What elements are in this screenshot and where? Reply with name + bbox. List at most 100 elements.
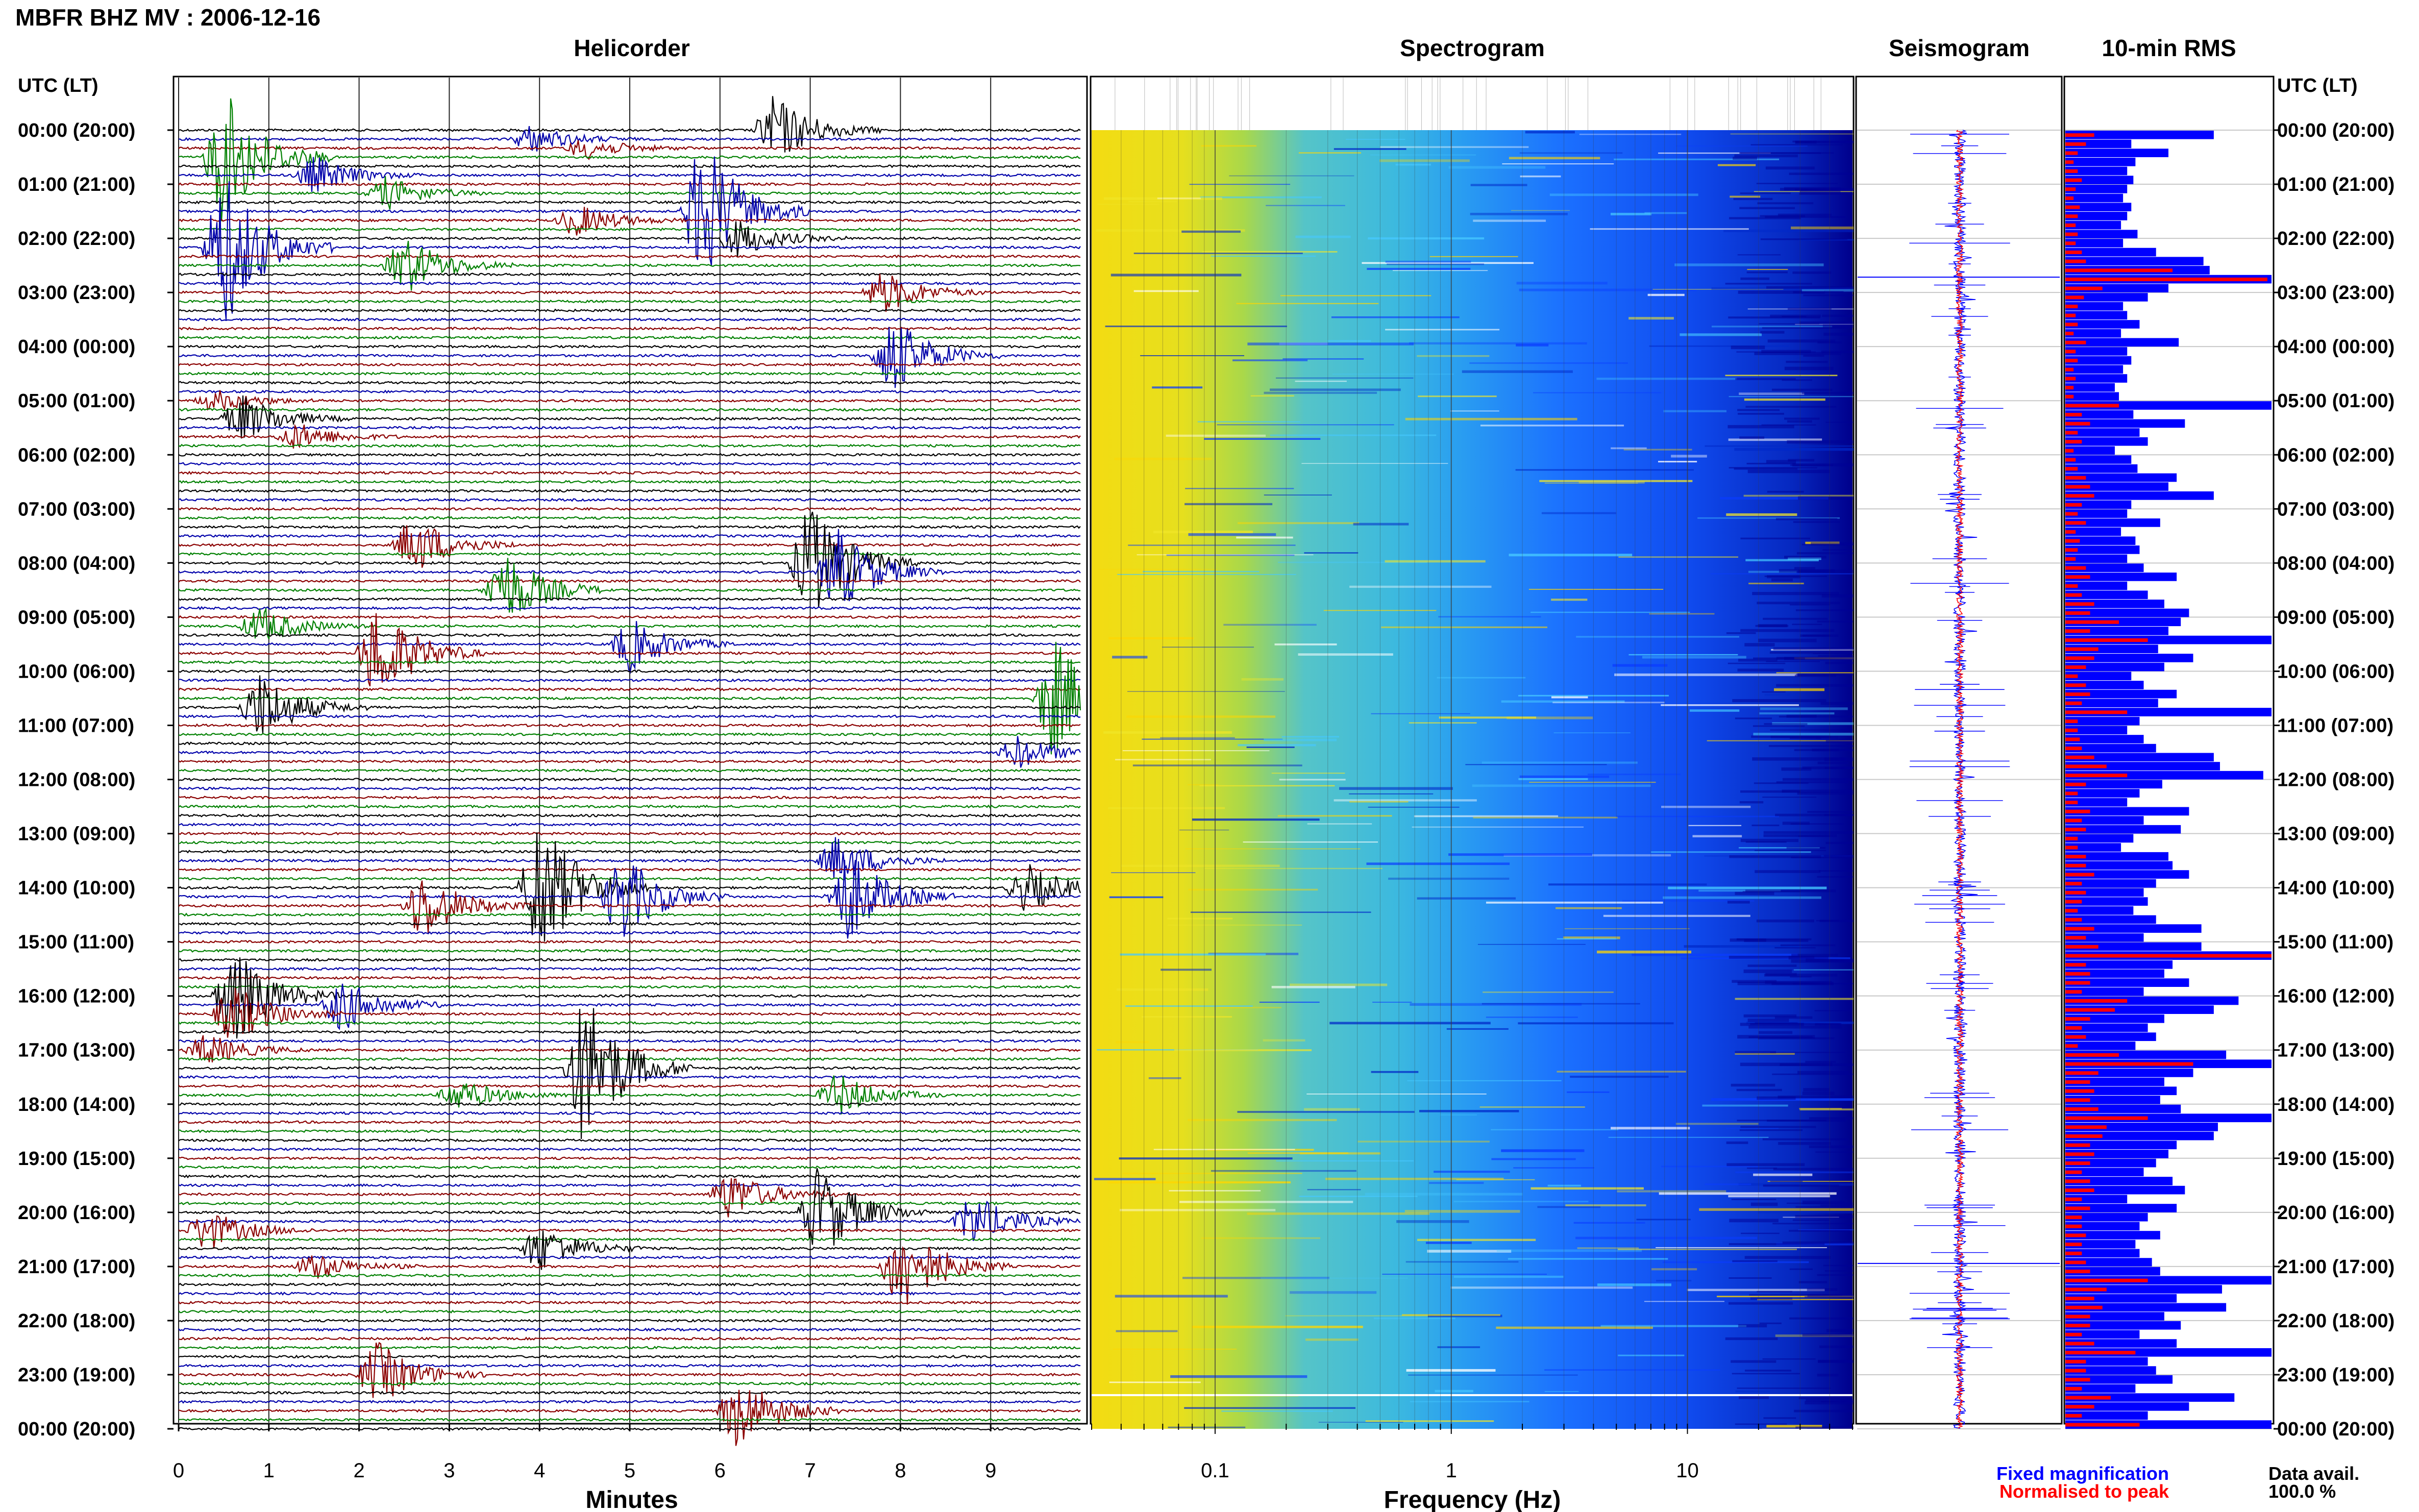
spectrogram-streak [1647,293,1685,296]
rms-bar-fixed [2065,518,2160,527]
spectrogram-streak [1764,723,1808,725]
spectrogram-streak [1564,928,1690,929]
rms-bar-fixed [2065,960,2173,969]
rms-bar-fixed [2065,672,2132,681]
spectrogram-streak [1817,761,1848,764]
spectrogram-streak [1236,303,1379,305]
spectrogram-streak [1821,594,1854,598]
spectrogram-streak [1509,554,1633,557]
rms-bar-fixed [2065,1402,2189,1411]
rms-bar-fixed [2065,1023,2148,1032]
spectrogram-streak [1817,1274,1854,1276]
spectrogram-streak [1787,308,1832,310]
rms-bar-normalised [2065,1053,2119,1057]
spectrogram-streak [1167,918,1233,920]
spectrogram-streak [1544,482,1638,484]
spectrogram-streak [1161,969,1212,971]
rms-panel [2063,76,2275,1429]
spectrogram-streak [1814,1010,1852,1011]
spectrogram-streak [1737,1035,1815,1039]
spectrogram-streak [1772,1223,1854,1225]
rms-bar-fixed [2065,1158,2156,1168]
spectrogram-streak [1238,744,1316,747]
rms-bar-normalised [2065,404,2119,408]
helicorder-trace [178,207,1081,236]
spectrogram-streak [1776,684,1854,687]
rms-bar-normalised [2065,214,2078,218]
spectrogram-streak [1588,773,1681,776]
rms-bar-fixed [2065,1375,2173,1384]
rms-bar-fixed [2065,645,2158,654]
rms-bar-fixed [2065,383,2115,392]
spectrogram-streak [1744,1370,1792,1372]
rms-bar-fixed [2065,527,2121,536]
spectrogram-streak [1795,1206,1854,1208]
spectrogram-streak [1784,556,1826,559]
spectrogram-streak [1453,1275,1564,1278]
spectrogram-streak [1153,530,1253,533]
helicorder-trace [178,381,1081,385]
spectrogram-streak [1759,1322,1782,1324]
spectrogram-streak [1822,549,1854,551]
rms-bar-fixed [2065,1077,2164,1086]
spectrogram-streak [1659,1192,1837,1195]
spectrogram-streak [1405,417,1577,420]
spectrogram-streak [1737,1387,1831,1389]
spectrogram-streak [1732,1260,1778,1262]
rms-bar-fixed [2065,743,2156,753]
rms-bar-fixed [2065,1104,2181,1113]
spectrogram-streak [1112,656,1148,659]
spectrogram-streak [1189,184,1291,185]
helicorder-trace [178,840,1081,845]
spectrogram-streak [1168,1426,1246,1428]
spectrogram-streak [1563,936,1620,939]
spectrogram-streak [1143,571,1260,573]
spectrogram-streak [1578,481,1645,484]
rms-bar-fixed [2065,1384,2136,1393]
spectrogram-streak [1577,1247,1639,1249]
spectrogram-streak [1758,1031,1793,1034]
spectrogram-streak [1133,290,1199,292]
spectrogram-streak [1553,732,1631,733]
time-label: 15:00 (11:00) [18,932,134,953]
spectrogram-streak [1427,1250,1512,1253]
helicorder-trace [179,1364,1080,1368]
helicorder-trace [178,1399,1081,1404]
spectrogram-streak [1616,815,1780,817]
rms-bar-normalised [2065,1026,2082,1030]
spectrogram-streak [1763,1184,1839,1187]
helicorder-trace [178,511,1081,608]
spectrogram-streak [1299,1196,1418,1197]
spectrogram-streak [1745,559,1819,561]
spectrogram-streak [1446,1028,1509,1030]
spectrogram-streak [1327,340,1371,342]
spectrogram-streak [1663,1261,1809,1263]
spectrogram-streak [1755,1022,1798,1024]
helicorder-trace [178,552,1081,556]
rms-bar-normalised [2065,945,2099,949]
spectrogram-streak [1119,1157,1293,1160]
rms-bar-fixed [2065,1222,2140,1231]
helicorder-trace [178,182,1081,186]
rms-bar-fixed [2065,437,2148,446]
spectrogram-streak [1450,1286,1633,1289]
minute-tick-label: 7 [804,1459,816,1482]
rms-bar-fixed [2065,1420,2272,1429]
spectrogram-streak [1600,1325,1747,1327]
rms-bar-fixed [2065,915,2156,924]
spectrogram-streak [1735,1390,1770,1393]
spectrogram-streak [1548,883,1707,886]
rms-bar-fixed [2065,627,2168,635]
spectrogram-streak [1822,324,1854,328]
spectrogram-streak [1520,175,1561,178]
rms-bar-fixed [2065,410,2134,419]
spectrogram-streak [1379,159,1470,162]
spectrogram-streak [1353,523,1409,526]
spectrogram-streak [1453,1201,1589,1203]
rms-bar-fixed [2065,176,2134,185]
spectrogram-streak [1819,1345,1854,1348]
spectrogram-streak [1417,897,1516,900]
spectrogram-streak [1757,602,1840,605]
spectrogram-streak [1729,467,1817,468]
spectrogram-streak [1357,1141,1490,1143]
